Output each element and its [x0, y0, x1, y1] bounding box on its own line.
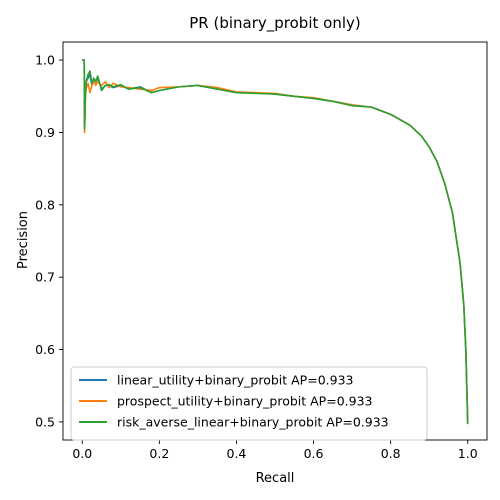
y-tick-label: 0.5: [35, 414, 55, 429]
legend: linear_utility+binary_probit AP=0.933 pro…: [70, 366, 428, 441]
x-tick-label: 0.4: [227, 446, 247, 461]
series-line-3: [82, 59, 469, 425]
legend-label-2: prospect_utility+binary_probit AP=0.933: [117, 394, 372, 409]
x-tick-label: 1.0: [458, 446, 478, 461]
x-tick-label: 0.0: [72, 446, 92, 461]
x-tick-label: 0.6: [304, 446, 324, 461]
x-tick-label: 0.8: [381, 446, 401, 461]
legend-label-3: risk_averse_linear+binary_probit AP=0.93…: [117, 415, 389, 430]
y-axis-label: Precision: [16, 211, 31, 269]
chart-title: PR (binary_probit only): [189, 14, 360, 33]
y-tick-label: 0.7: [35, 270, 55, 285]
x-tick-label: 0.2: [149, 446, 169, 461]
legend-label-1: linear_utility+binary_probit AP=0.933: [117, 373, 353, 388]
plot-area: [82, 59, 469, 425]
x-axis-label: Recall: [256, 471, 295, 486]
legend-box: [70, 366, 428, 441]
axes: 0.0 0.2 0.4 0.6 0.8 1.0 0.5 0.6 0.7 0.8 0.9 1.0: [35, 41, 488, 461]
y-tick-label: 0.9: [35, 125, 55, 140]
y-tick-label: 1.0: [35, 53, 55, 68]
y-tick-label: 0.8: [35, 197, 55, 212]
y-tick-label: 0.6: [35, 342, 55, 357]
